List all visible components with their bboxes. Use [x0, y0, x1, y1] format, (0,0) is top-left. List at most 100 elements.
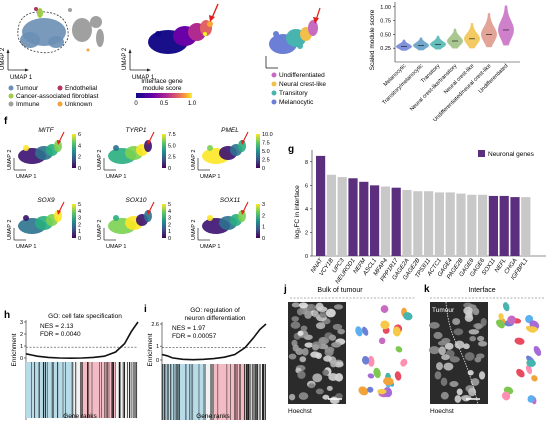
gene-name: PMEL — [221, 127, 239, 134]
bar — [445, 192, 455, 256]
nucleus — [312, 373, 323, 383]
segmented-cell — [362, 355, 370, 365]
red-arrow — [58, 131, 65, 143]
bar — [391, 187, 401, 256]
bar-ytick: 8 — [305, 160, 308, 166]
bar-ytick: 0 — [305, 254, 308, 260]
segmented-cell — [373, 367, 381, 379]
colorbar-b-tick-0: 0 — [134, 101, 138, 107]
nucleus — [328, 373, 338, 381]
bar-legend-label: Neuronal genes — [488, 151, 535, 158]
nucleus — [323, 355, 332, 362]
gene-umap-ylabel: UMAP 2 — [191, 220, 197, 240]
panel-k-title: Interface — [468, 287, 495, 294]
gene-umap-ylabel: UMAP 2 — [7, 150, 13, 170]
segmented-cell — [380, 305, 389, 313]
gene-colorbar — [256, 204, 260, 238]
nucleus — [333, 304, 344, 310]
stain-label-j: Hoechst — [288, 408, 312, 415]
nucleus — [298, 392, 309, 400]
nucleus — [319, 311, 327, 318]
nuclei-k — [428, 302, 488, 403]
panel-letter-f: f — [4, 116, 8, 127]
nucleus — [334, 361, 344, 368]
gene-colorbar-tick: 0 — [262, 236, 265, 242]
nucleus — [337, 328, 345, 335]
umap-a-axes: UMAP 2 UMAP 1 — [0, 47, 33, 81]
bar — [413, 191, 423, 256]
panel-letter-g: g — [288, 144, 294, 155]
nucleus — [289, 393, 296, 401]
segmented-cell — [383, 377, 394, 386]
immune-cluster — [72, 18, 92, 42]
bar-yticks: 0 2 4 6 8 — [305, 160, 312, 260]
segmented-cell — [383, 387, 393, 398]
bar — [316, 155, 326, 256]
violin-ytick: 0.25 — [380, 46, 391, 52]
gsea-i-plot: 2.610-8.8-1.5-1.0-0.7-0.5-0.3-0.10.10.30… — [151, 322, 270, 425]
panel-c: Undifferentiated Neural crest-like Trans… — [265, 7, 326, 106]
bar — [434, 192, 444, 256]
violin-xlabels: MelanocyticTransitory/melanocyticTransit… — [381, 63, 509, 123]
gene-umap-xlabel: UMAP 1 — [200, 244, 220, 250]
nucleus — [304, 342, 314, 348]
gene-colorbar-tick: 4 — [78, 209, 81, 215]
segmented-cell — [367, 355, 375, 367]
gene-colorbar-tick: 2.5 — [262, 158, 270, 164]
segmented-cell — [514, 337, 525, 345]
nucleus — [315, 388, 324, 395]
gene-umap-xlabel: UMAP 1 — [200, 174, 220, 180]
bar — [488, 195, 498, 256]
segmented-cell — [533, 345, 542, 356]
legend-a-immune: Immune — [16, 101, 40, 108]
nucleus — [436, 362, 443, 371]
nuclei-j — [288, 302, 346, 405]
panel-letter-k: k — [424, 284, 430, 295]
segmented-cell — [507, 315, 516, 325]
nucleus — [434, 371, 442, 380]
nucleus — [328, 334, 337, 341]
nucleus — [441, 354, 450, 361]
segmented-cell — [526, 359, 536, 367]
bar — [499, 195, 509, 256]
nucleus — [335, 393, 343, 400]
violin — [430, 35, 446, 50]
nucleus — [449, 381, 459, 388]
segmentation-k — [496, 302, 542, 405]
gene-colorbar-tick: 3 — [78, 216, 81, 222]
gene-colorbar-tick: 4 — [78, 143, 81, 149]
bar — [510, 197, 520, 256]
legend-a-caf: Cancer-associated fibroblast — [16, 93, 99, 100]
legend-a-endothelial-swatch — [57, 85, 63, 91]
nucleus — [290, 321, 301, 329]
gene-colorbar-tick: 5 — [78, 202, 81, 208]
nucleus — [312, 310, 319, 318]
gene-colorbar-tick: 0 — [168, 236, 171, 242]
gene-colorbar-tick: 2.5 — [168, 155, 176, 161]
gene-umap-ylabel: UMAP 2 — [97, 220, 103, 240]
gsea-ytick: 0 — [156, 358, 159, 364]
nucleus — [308, 383, 315, 389]
rank-band — [115, 362, 138, 418]
gsea-h-ylabel: Enrichment — [11, 333, 18, 366]
gene-colorbar-tick: 0 — [262, 166, 265, 172]
violin-ytick: 1.00 — [380, 5, 391, 11]
nucleus — [474, 323, 482, 330]
nucleus — [315, 322, 326, 330]
gene-umap-xlabel: UMAP 1 — [106, 174, 126, 180]
gsea-i-fdr: FDR = 0.00057 — [172, 333, 217, 340]
bar-ytick: 4 — [305, 207, 308, 213]
violin — [447, 28, 463, 49]
segmented-cell — [358, 386, 369, 396]
nucleus — [480, 317, 487, 327]
legend-c-ncl: Neural crest-like — [279, 81, 326, 88]
gene-name: SOX9 — [37, 197, 55, 204]
segmented-cell — [378, 337, 386, 345]
bar — [359, 181, 369, 256]
umap-c-clusters — [269, 20, 318, 54]
gene-colorbar-tick: 1 — [78, 229, 81, 235]
